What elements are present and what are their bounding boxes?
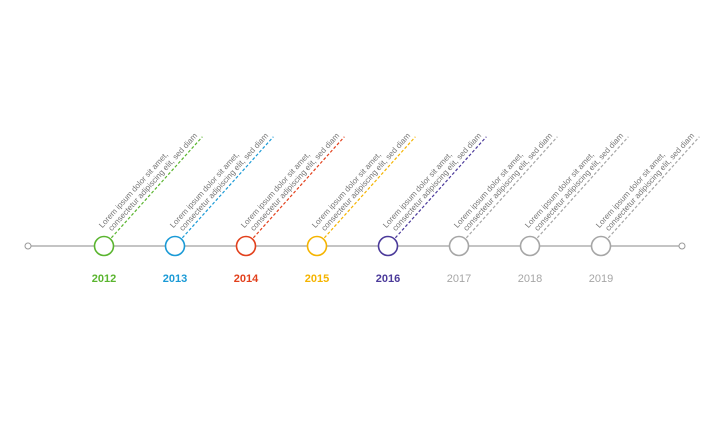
milestone-circle <box>448 235 470 257</box>
dashed-connector <box>181 136 274 239</box>
year-label: 2015 <box>305 273 329 285</box>
milestone-circle <box>93 235 115 257</box>
year-label: 2019 <box>589 273 613 285</box>
dashed-connector <box>394 136 487 239</box>
year-label: 2012 <box>92 273 116 285</box>
dashed-connector <box>607 136 700 239</box>
dashed-connector <box>465 136 558 239</box>
dashed-connector <box>110 136 203 239</box>
year-label: 2013 <box>163 273 187 285</box>
axis-start <box>24 242 32 250</box>
milestone-circle <box>519 235 541 257</box>
milestone-circle <box>377 235 399 257</box>
milestone-circle <box>235 235 257 257</box>
milestone-circle <box>164 235 186 257</box>
milestone-circle <box>590 235 612 257</box>
dashed-connector <box>252 136 345 239</box>
dashed-connector <box>536 136 629 239</box>
year-label: 2018 <box>518 273 542 285</box>
dashed-connector <box>323 136 416 239</box>
year-label: 2014 <box>234 273 259 285</box>
axis-end <box>678 242 686 250</box>
milestone-circle <box>306 235 328 257</box>
year-label: 2017 <box>447 273 471 285</box>
year-label: 2016 <box>376 273 400 285</box>
